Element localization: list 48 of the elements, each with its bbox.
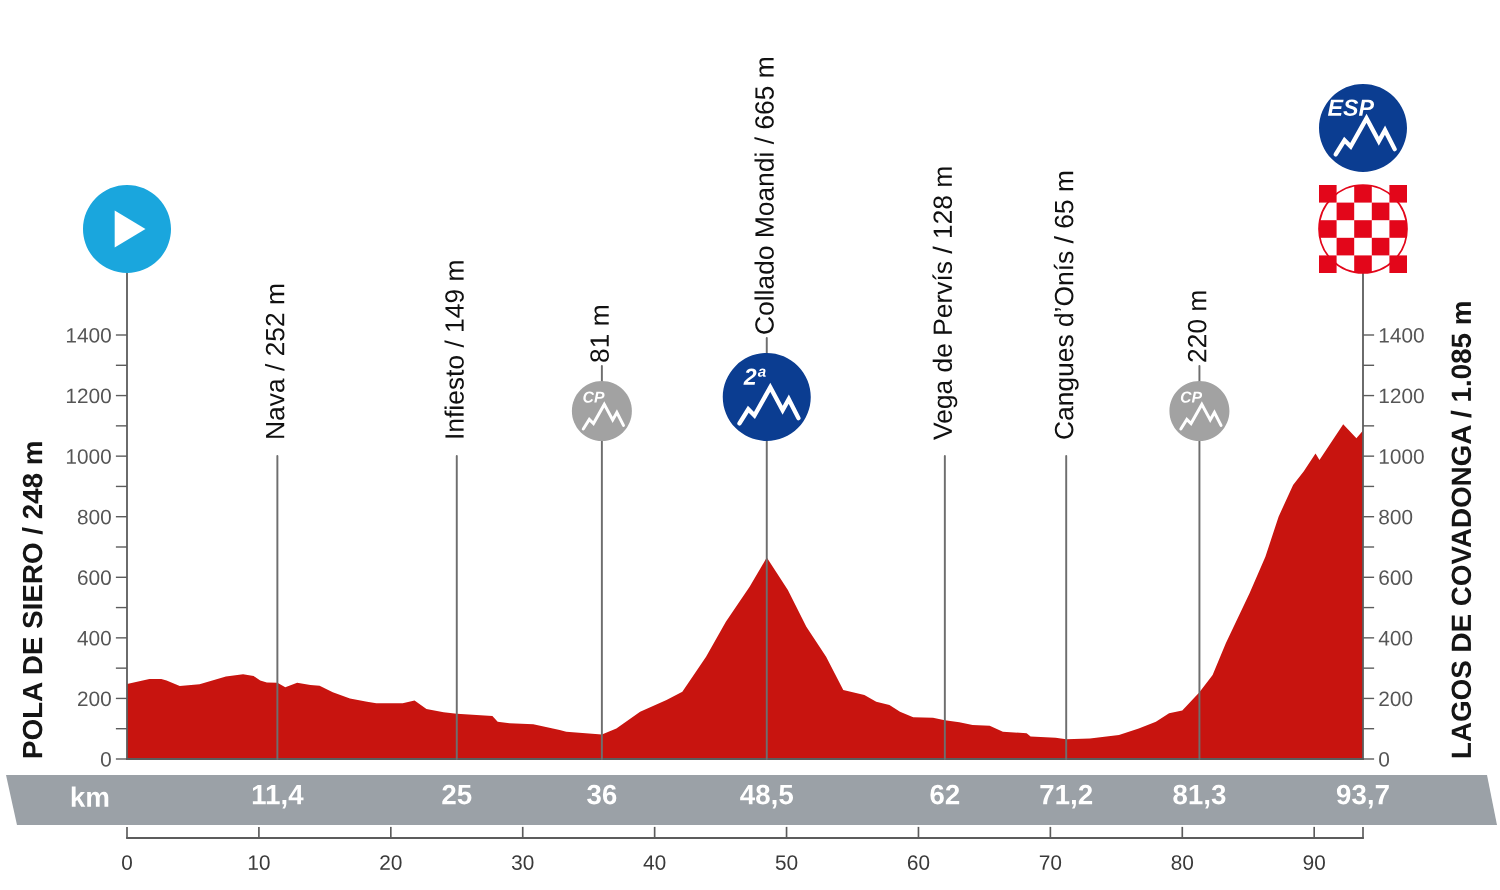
y2-tick-label: 200 (1379, 691, 1413, 707)
x-tick-label: 0 (122, 855, 132, 870)
text: ESP (1327, 99, 1375, 116)
y-tick-label: 0 (100, 752, 111, 767)
ref-line-label: Cangues d’Onís / 65 m (1053, 171, 1079, 439)
y2-tick-label: 0 (1379, 752, 1390, 767)
ref-line-label: 81 m (590, 306, 609, 362)
x-tick-label: 10 (248, 855, 270, 870)
x2-tick-label: 11,4 (252, 785, 304, 809)
y-tick-label: 1400 (66, 328, 111, 343)
x2-tick-label: 48,5 (740, 784, 794, 809)
y2-tick-label: 1400 (1379, 328, 1424, 343)
x2-axis-title: km (71, 786, 109, 807)
y-tick-label: 800 (77, 509, 111, 525)
x2-tick-label: 81,3 (1173, 784, 1226, 809)
y2-tick-label: 800 (1379, 509, 1413, 525)
y2-axis-title: LAGOS DE COVADONGA / 1.085 m (1450, 302, 1472, 758)
x-tick-label: 90 (1303, 855, 1325, 870)
x2-tick-label: 93,7 (1336, 784, 1389, 809)
annotation: CP (1180, 391, 1203, 403)
x2-tick-label: 71,2 (1040, 784, 1093, 809)
y2-tick-label: 600 (1379, 570, 1413, 586)
y-tick-label: 1000 (66, 449, 111, 464)
annotation: 2ª (743, 368, 766, 385)
y-tick-label: 1200 (66, 388, 111, 404)
x-tick-label: 70 (1039, 855, 1062, 870)
ref-line-label: 220 m (1187, 291, 1207, 362)
y2-tick-label: 1000 (1379, 449, 1424, 464)
x-tick-label: 40 (643, 855, 666, 870)
y2-tick-label: 1200 (1379, 388, 1424, 404)
ref-line-label: Infiesto / 149 m (444, 261, 464, 438)
x2-tick-label: 62 (930, 784, 960, 805)
ref-line-label: Vega de Pervís / 128 m (932, 167, 958, 440)
x-tick-label: 80 (1171, 855, 1194, 870)
ref-line-label: Collado Moandi / 665 m (754, 58, 774, 334)
ref-line-label: Nava / 252 m (265, 284, 285, 438)
x2-tick-label: 25 (442, 784, 472, 805)
x-tick-label: 60 (907, 855, 930, 870)
y-axis-title: POLA DE SIERO / 248 m (22, 442, 43, 758)
x-tick-label: 30 (511, 855, 534, 870)
y-tick-label: 200 (78, 691, 111, 707)
x-tick-label: 50 (775, 855, 798, 870)
x2-tick-label: 36 (587, 784, 617, 805)
y2-tick-label: 400 (1378, 630, 1413, 646)
y-tick-label: 400 (77, 630, 111, 646)
annotation: CP (583, 391, 605, 403)
x-tick-label: 20 (380, 855, 402, 870)
y-tick-label: 600 (78, 570, 111, 586)
